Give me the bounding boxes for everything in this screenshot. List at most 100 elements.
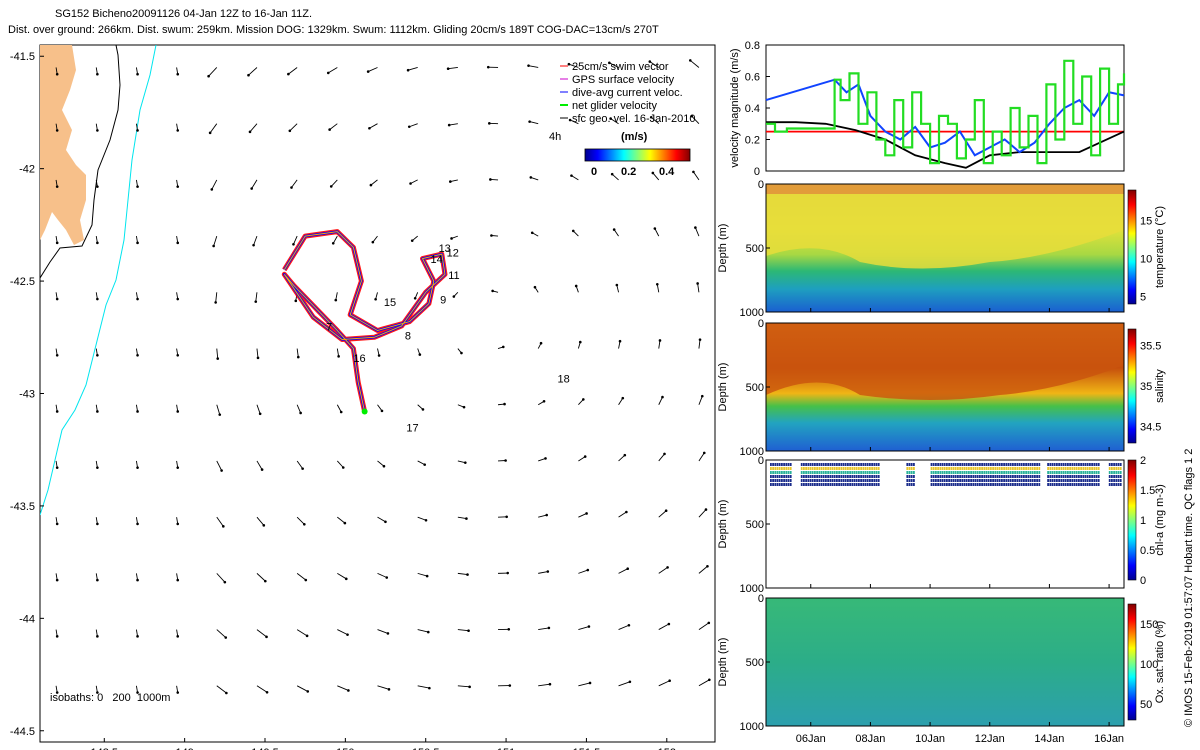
velocity-arrowhead (347, 689, 350, 692)
chlorophyll-sample (913, 479, 915, 482)
chlorophyll-sample (990, 471, 992, 474)
chlorophyll-sample (1036, 471, 1038, 474)
velocity-arrowhead (55, 241, 59, 245)
chlorophyll-sample (948, 479, 950, 482)
chlorophyll-sample (1062, 479, 1065, 482)
velocity-arrowhead (96, 691, 99, 694)
velocity-arrowhead (216, 357, 220, 360)
chlorophyll-sample (1062, 471, 1065, 474)
velocity-arrow (332, 235, 338, 244)
velocity-arrow (658, 510, 667, 518)
chlorophyll-sample (816, 463, 818, 466)
chlorophyll-sample (943, 479, 946, 482)
chlorophyll-sample (959, 483, 961, 486)
chlorophyll-sample (855, 463, 858, 466)
velocity-arrowhead (648, 60, 652, 63)
chlorophyll-sample (1089, 483, 1091, 486)
chlorophyll-sample (1058, 479, 1060, 482)
chlorophyll-sample (829, 483, 832, 486)
velocity-arrow (216, 629, 227, 638)
velocity-arrow (658, 567, 668, 574)
velocity-arrow (377, 516, 386, 523)
chlorophyll-sample (862, 483, 865, 486)
chlorophyll-sample (952, 471, 955, 474)
chlorophyll-sample (990, 483, 992, 486)
chlorophyll-sample (979, 463, 981, 466)
chlorophyll-sample (1049, 483, 1052, 486)
chlorophyll-sample (1007, 483, 1010, 486)
chlorophyll-sample (814, 467, 816, 470)
net-velocity-track (283, 231, 446, 412)
chlorophyll-sample (1089, 467, 1091, 470)
chlorophyll-sample (818, 475, 821, 478)
chlorophyll-sample (1067, 467, 1069, 470)
velocity-arrow (296, 460, 304, 469)
chlorophyll-sample (816, 475, 818, 478)
velocity-arrow (337, 572, 347, 580)
chlorophyll-sample (1097, 463, 1100, 466)
chlorophyll-sample (930, 479, 933, 482)
velocity-arrowhead (369, 183, 373, 187)
chlorophyll-sample (860, 483, 862, 486)
chlorophyll-sample (776, 483, 779, 486)
velocity-arrow (336, 404, 342, 413)
velocity-arrowhead (447, 123, 451, 127)
velocity-arrowhead (587, 625, 591, 628)
chlorophyll-sample (1016, 483, 1019, 486)
chlorophyll-sample (849, 475, 851, 478)
chlorophyll-sample (866, 475, 869, 478)
velocity-arrowhead (290, 186, 293, 189)
chlorophyll-sample (829, 463, 832, 466)
salinity-core-layer (766, 323, 1124, 400)
velocity-arrowhead (426, 630, 430, 634)
velocity-arrow (216, 685, 227, 694)
chlorophyll-sample (820, 483, 823, 486)
chlorophyll-sample (1001, 483, 1003, 486)
velocity-arrowhead (406, 68, 410, 72)
chlorophyll-sample (1075, 467, 1078, 470)
chlorophyll-sample (1080, 467, 1082, 470)
map-ytick-label: -42.5 (10, 276, 35, 288)
velocity-arrowhead (366, 70, 370, 73)
chlorophyll-sample (1093, 475, 1096, 478)
chlorophyll-sample (778, 467, 781, 470)
velocity-arrowhead (653, 227, 657, 230)
chlorophyll-sample (825, 475, 827, 478)
chlorophyll-sample (1029, 483, 1032, 486)
chlorophyll-sample (827, 483, 829, 486)
velocity-arrow (690, 60, 700, 68)
chlorophyll-sample (800, 463, 803, 466)
chlorophyll-sample (809, 463, 812, 466)
chlorophyll-sample (1075, 483, 1078, 486)
salinity-ytick-label: 500 (746, 382, 764, 394)
chlorophyll-sample (1078, 463, 1080, 466)
chlorophyll-sample (1113, 479, 1115, 482)
velocity-arrowhead (462, 405, 466, 409)
velocity-arrowhead (623, 453, 627, 457)
chlorophyll-sample (1005, 483, 1008, 486)
chlorophyll-sample (776, 471, 779, 474)
chlorophyll-sample (851, 475, 854, 478)
chlorophyll-sample (1084, 463, 1087, 466)
velocity-arrow (256, 348, 259, 358)
chlorophyll-sample (1034, 467, 1036, 470)
chlorophyll-sample (1016, 463, 1019, 466)
velocity-arrowhead (260, 468, 264, 471)
chlorophyll-sample (1047, 483, 1049, 486)
velocity-arrowhead (664, 509, 668, 513)
chlorophyll-sample (844, 483, 847, 486)
chlorophyll-sample (939, 479, 942, 482)
velocity-arrow (538, 627, 549, 631)
chlorophyll-sample (970, 475, 972, 478)
chlorophyll-sample (1053, 471, 1056, 474)
day-label: 12 (447, 247, 459, 259)
chlorophyll-sample (1012, 479, 1014, 482)
chlorophyll-sample (781, 475, 783, 478)
chlorophyll-sample (1012, 483, 1014, 486)
chlorophyll-sample (908, 471, 911, 474)
chlorophyll-sample (950, 479, 953, 482)
chlorophyll-sample (1023, 463, 1025, 466)
temperature-panel (765, 183, 1137, 313)
temperature-ytick-label: 0 (758, 179, 764, 191)
chlorophyll-sample (963, 471, 966, 474)
